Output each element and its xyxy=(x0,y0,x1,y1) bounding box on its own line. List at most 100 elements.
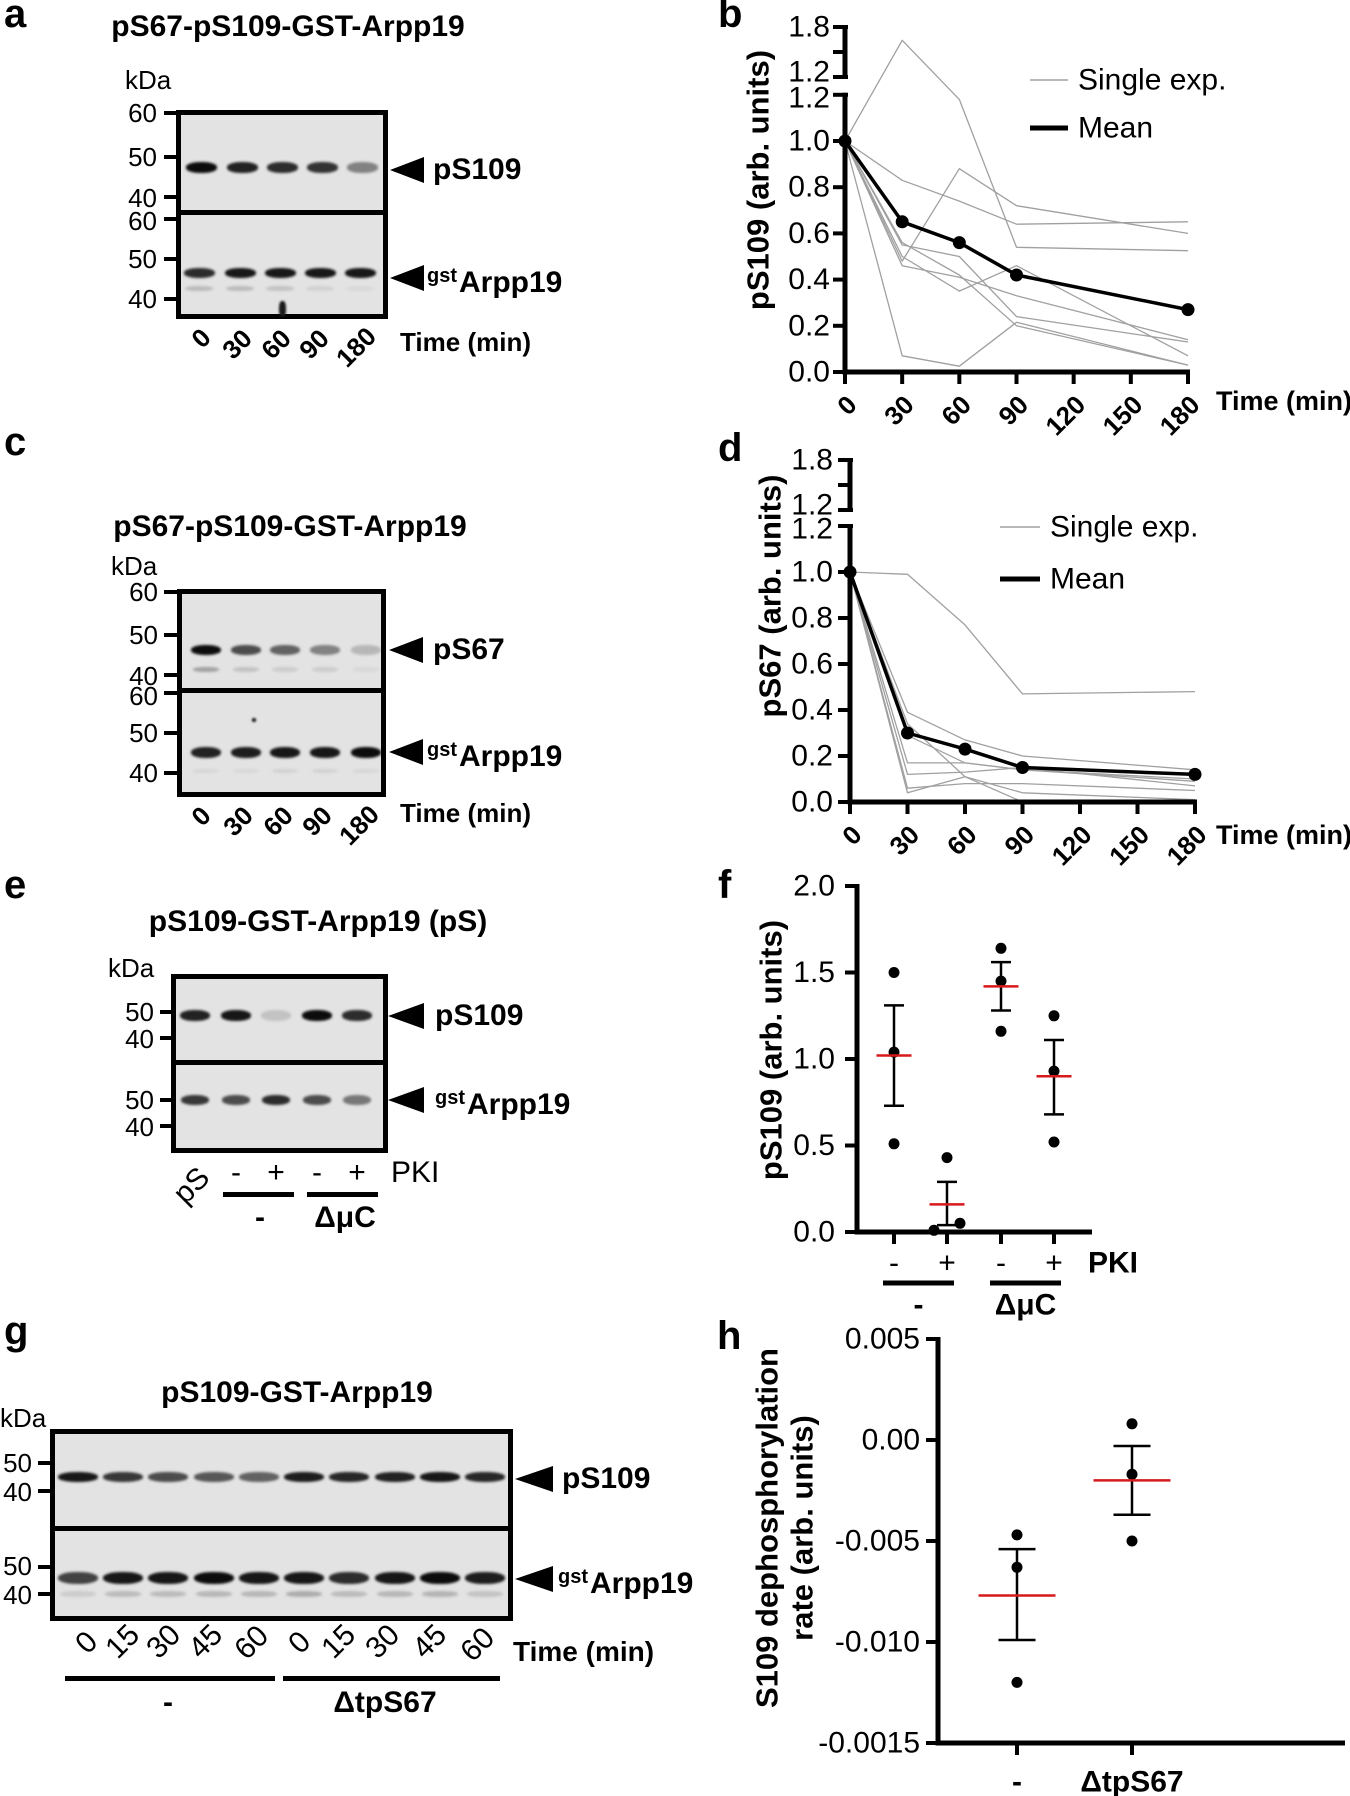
mw-marker-label: 50 xyxy=(125,997,154,1027)
legend-label: Mean xyxy=(1050,563,1125,596)
x-tick-label: 120 xyxy=(1039,389,1091,441)
single-exp-series-line xyxy=(849,571,1196,780)
group-label: - xyxy=(163,1686,173,1719)
arrowhead-icon xyxy=(515,1566,553,1592)
protein-band xyxy=(239,1472,279,1482)
y-tick-label: 0.0 xyxy=(791,786,833,819)
protein-band xyxy=(196,1591,232,1597)
mw-marker-label: 50 xyxy=(129,718,158,748)
group-label: - xyxy=(914,1289,924,1322)
mean-data-point xyxy=(901,726,914,740)
y-tick-label: 1.0 xyxy=(791,556,833,589)
x-category-label: + xyxy=(938,1247,956,1280)
blot-title: pS67-pS109-GST-Arpp19 xyxy=(111,10,465,43)
protein-band xyxy=(346,161,378,173)
blot-divider xyxy=(176,1059,383,1065)
data-point xyxy=(1048,1010,1060,1022)
data-point xyxy=(1126,1535,1138,1547)
protein-band xyxy=(342,1009,372,1021)
mw-marker-tick xyxy=(164,771,177,775)
single-exp-series-line xyxy=(849,571,1196,771)
y-tick-label: -0.0015 xyxy=(818,1727,920,1760)
protein-band xyxy=(353,769,379,773)
kda-unit-label: kDa xyxy=(125,65,172,95)
mw-marker-tick xyxy=(160,1098,171,1102)
mw-marker-tick xyxy=(160,1010,171,1014)
panel-label: b xyxy=(718,0,743,36)
mw-marker-label: 40 xyxy=(125,1024,154,1054)
protein-band xyxy=(183,268,215,278)
legend-label: Single exp. xyxy=(1050,511,1198,544)
mw-marker-tick xyxy=(164,590,177,594)
legend-label: Mean xyxy=(1078,112,1153,145)
protein-band xyxy=(193,769,219,773)
protein-band xyxy=(226,285,254,291)
protein-band xyxy=(191,746,221,758)
lanes-axis-title: Time (min) xyxy=(400,798,531,828)
single-exp-series-line xyxy=(844,140,1189,367)
mw-marker-tick xyxy=(164,257,176,261)
band-label: pS109 xyxy=(433,153,522,186)
protein-band xyxy=(329,1472,369,1482)
mw-marker-label: 50 xyxy=(3,1448,32,1478)
protein-band xyxy=(331,1591,367,1597)
mw-marker-tick xyxy=(164,155,176,159)
band-label: gstArpp19 xyxy=(427,265,562,298)
x-tick-label: 90 xyxy=(998,819,1040,861)
protein-band xyxy=(375,1472,415,1482)
x-tick-label: 180 xyxy=(1154,389,1206,441)
protein-band xyxy=(343,1095,371,1105)
mw-marker-tick xyxy=(38,1565,50,1569)
mean-data-point xyxy=(952,236,966,250)
protein-band xyxy=(193,666,219,672)
y-axis-title-line: S109 dephosphorylation xyxy=(750,1348,785,1708)
single-exp-series-line xyxy=(849,571,1196,787)
protein-band xyxy=(233,769,259,773)
y-axis-title-line: rate (arb. units) xyxy=(785,1415,820,1641)
x-tick-label: 30 xyxy=(883,819,925,861)
mw-marker-tick xyxy=(38,1489,50,1493)
mean-data-point xyxy=(1188,767,1202,781)
arrowhead-icon xyxy=(388,1003,424,1029)
x-axis-title: Time (min) xyxy=(1216,820,1350,850)
x-tick-label: 0 xyxy=(836,819,867,850)
mw-marker-label: 40 xyxy=(128,183,157,213)
mw-marker-label: 50 xyxy=(125,1085,154,1115)
band-label-superscript: gst xyxy=(427,265,457,287)
blot-divider xyxy=(55,1525,508,1531)
protein-band xyxy=(222,1095,250,1105)
mw-marker-tick xyxy=(164,731,177,735)
panel-label: c xyxy=(4,420,27,464)
single-exp-series-line xyxy=(849,571,1196,695)
mw-marker-label: 40 xyxy=(129,758,158,788)
blot-title: pS67-pS109-GST-Arpp19 xyxy=(113,510,467,543)
x-category-label: - xyxy=(996,1247,1006,1280)
blot-divider xyxy=(182,687,381,693)
pki-sign-label: + xyxy=(267,1156,285,1189)
band-label-text: Arpp19 xyxy=(590,1567,694,1600)
data-point xyxy=(1048,1065,1060,1077)
y-tick-label: 1.0 xyxy=(793,1043,835,1076)
band-label-superscript: gst xyxy=(435,1087,465,1109)
mw-marker-label: 60 xyxy=(129,577,158,607)
data-point xyxy=(995,942,1007,954)
mw-marker-label: 40 xyxy=(129,661,158,691)
single-exp-series-line xyxy=(844,140,1189,262)
y-tick-label: 0.2 xyxy=(788,309,830,342)
group-underline xyxy=(283,1675,500,1681)
group-underline xyxy=(65,1675,275,1681)
mw-marker-label: 50 xyxy=(128,142,157,172)
y-tick-label: 0.0 xyxy=(793,1216,835,1249)
protein-band xyxy=(422,1591,458,1597)
y-tick-label: 0.6 xyxy=(791,648,833,681)
y-tick-label: 0.8 xyxy=(791,602,833,635)
mean-data-point xyxy=(1181,303,1195,317)
protein-band xyxy=(231,746,261,758)
protein-band xyxy=(261,1009,291,1021)
kda-unit-label: kDa xyxy=(111,551,158,581)
single-exp-series-line xyxy=(844,140,1189,357)
panel-label: d xyxy=(718,426,743,470)
mw-marker-label: 40 xyxy=(125,1112,154,1142)
blot-title: pS109-GST-Arpp19 (pS) xyxy=(148,905,488,938)
